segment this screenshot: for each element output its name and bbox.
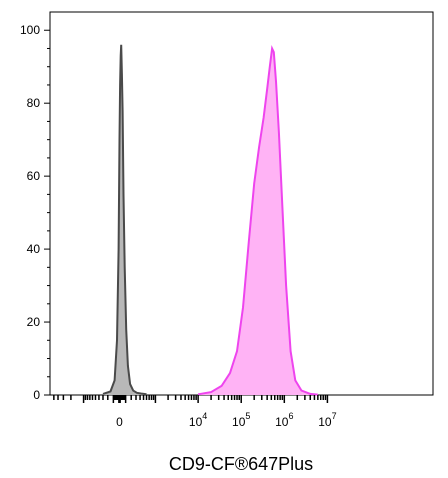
x-axis-title: CD9-CF®647Plus <box>169 454 313 474</box>
y-tick-label: 40 <box>27 242 41 256</box>
x-tick-label: 106 <box>275 411 293 429</box>
series-2-fill <box>198 48 318 395</box>
y-tick-label: 60 <box>27 169 41 183</box>
x-tick-label: 104 <box>189 411 207 429</box>
series-1-line <box>102 44 147 396</box>
series-2-line <box>197 44 318 396</box>
y-tick-label: 100 <box>20 23 40 37</box>
x-tick-label: 107 <box>318 411 336 429</box>
y-tick-label: 80 <box>27 96 41 110</box>
y-tick-label: 20 <box>27 315 41 329</box>
x-axis: 0 104 105 106 107 <box>53 395 337 429</box>
series-layer <box>102 44 318 396</box>
x-tick-label: 105 <box>232 411 250 429</box>
x-tick-label: 0 <box>116 415 123 429</box>
y-tick-label: 0 <box>33 388 40 402</box>
series-1-fill <box>103 44 147 396</box>
y-axis: 0 20 40 60 80 100 <box>20 23 50 402</box>
